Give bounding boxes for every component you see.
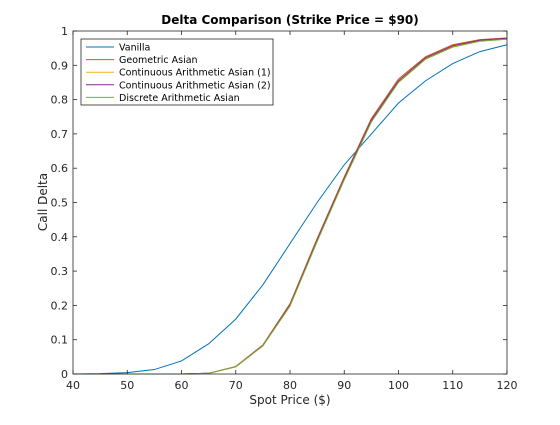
legend-label: Discrete Arithmetic Asian <box>119 93 240 104</box>
x-axis-title: Spot Price ($) <box>249 393 330 407</box>
y-tick-label: 0.1 <box>51 334 69 347</box>
y-tick-label: 0.2 <box>51 299 69 312</box>
y-tick-label: 0.7 <box>51 128 69 141</box>
y-tick-label: 1 <box>61 25 68 38</box>
x-tick-label: 100 <box>388 379 409 392</box>
y-tick-label: 0.6 <box>51 162 69 175</box>
y-tick-label: 0.3 <box>51 265 69 278</box>
y-axis-title: Call Delta <box>36 173 50 231</box>
legend-label: Continuous Arithmetic Asian (1) <box>119 68 271 79</box>
x-tick-label: 80 <box>283 379 297 392</box>
y-tick-label: 0 <box>61 368 68 381</box>
x-tick-label: 110 <box>442 379 463 392</box>
legend-label: Geometric Asian <box>119 55 198 66</box>
x-tick-label: 90 <box>337 379 351 392</box>
y-tick-label: 0.9 <box>51 59 69 72</box>
tick-layer: 40 50 60 70 80 90 100 110 120 0 0.1 0.2 0.3 0.4 0.5 0.6… <box>51 25 518 392</box>
legend-label: Vanilla <box>119 43 150 54</box>
y-tick-label: 0.5 <box>51 197 69 210</box>
series-line-0 <box>72 44 508 375</box>
y-tick-label: 0.4 <box>51 231 69 244</box>
x-tick-label: 40 <box>66 379 80 392</box>
x-tick-label: 50 <box>120 379 134 392</box>
legend-label: Continuous Arithmetic Asian (2) <box>119 80 271 91</box>
x-tick-label: 70 <box>229 379 243 392</box>
x-tick-label: 60 <box>175 379 189 392</box>
chart-title: Delta Comparison (Strike Price = $90) <box>161 13 419 27</box>
y-tick-label: 0.8 <box>51 94 69 107</box>
x-tick-label: 120 <box>497 379 518 392</box>
